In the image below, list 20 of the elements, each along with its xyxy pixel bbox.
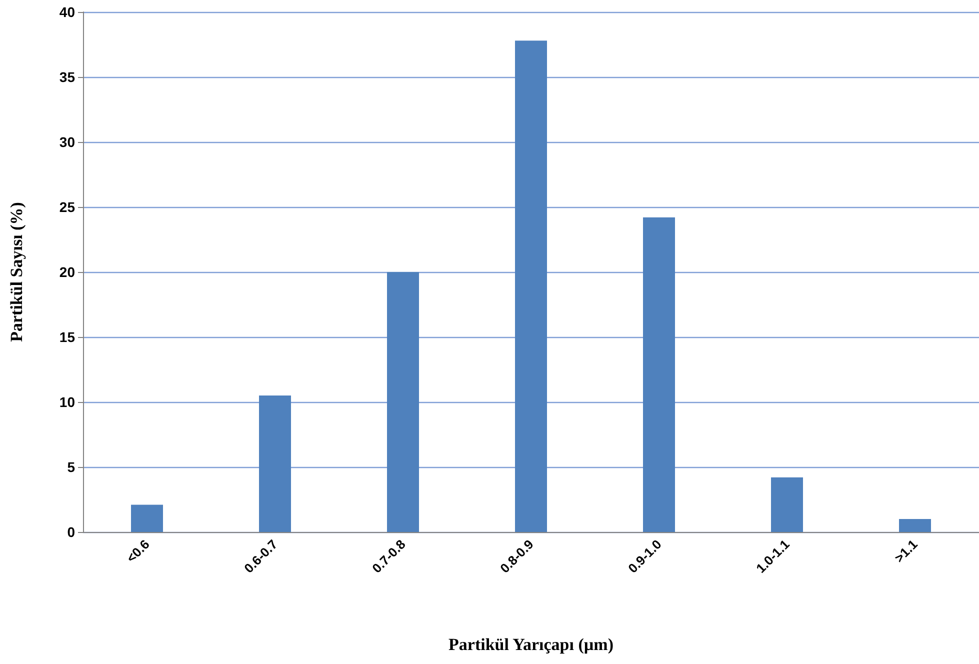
bar (387, 272, 419, 532)
y-tick-label: 0 (67, 524, 76, 540)
y-tick-label: 15 (59, 329, 76, 345)
bar (515, 40, 547, 532)
y-tick-label: 40 (59, 4, 76, 20)
y-tick-label: 35 (59, 69, 76, 85)
y-tick-label: 5 (67, 459, 76, 475)
x-tick-label: <0.6 (124, 536, 152, 566)
y-tick-label: 20 (59, 264, 76, 280)
x-axis-title: Partikül Yarıçapı (µm) (448, 635, 614, 654)
bar (131, 504, 163, 532)
y-axis-title: Partikül Sayısı (%) (7, 202, 26, 342)
x-tick-label: >1.1 (892, 536, 920, 566)
bar (899, 519, 931, 532)
y-tick-label: 30 (59, 134, 76, 150)
y-tick-label: 25 (59, 199, 76, 215)
bar (259, 396, 291, 532)
bar (643, 217, 675, 532)
bar (771, 477, 803, 532)
y-tick-label: 10 (59, 394, 76, 410)
